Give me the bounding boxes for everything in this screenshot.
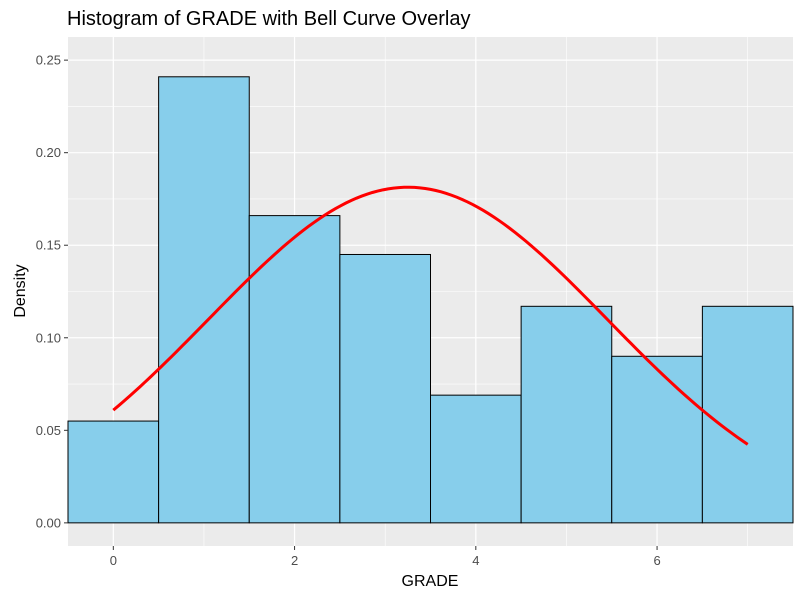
x-tick-label: 6 [653, 553, 660, 568]
chart-title: Histogram of GRADE with Bell Curve Overl… [67, 8, 470, 30]
y-tick-label: 0.10 [36, 330, 61, 345]
y-axis-title: Density [12, 264, 29, 317]
y-tick-label: 0.00 [36, 515, 61, 530]
x-axis-title: GRADE [402, 573, 459, 590]
histogram-bar [67, 420, 160, 524]
histogram-bar [701, 305, 794, 524]
x-axis-ticks: 0 2 4 6 [110, 546, 661, 568]
histogram-bar [611, 355, 703, 524]
x-tick-label: 4 [472, 553, 479, 568]
histogram-bars [67, 76, 794, 524]
y-tick-label: 0.15 [36, 238, 61, 253]
bell-curve-line [112, 185, 749, 446]
y-axis-ticks: 0.00 0.05 0.10 0.15 0.20 0.25 [36, 53, 68, 530]
x-tick-label: 0 [110, 553, 117, 568]
histogram-bar [248, 215, 341, 524]
y-tick-label: 0.25 [36, 53, 61, 68]
histogram-bar [158, 76, 250, 524]
y-tick-label: 0.05 [36, 423, 61, 438]
histogram-bar [520, 305, 613, 524]
y-tick-label: 0.20 [36, 145, 61, 160]
histogram-bar [430, 394, 522, 524]
histogram-bar [339, 253, 431, 524]
x-tick-label: 2 [291, 553, 298, 568]
